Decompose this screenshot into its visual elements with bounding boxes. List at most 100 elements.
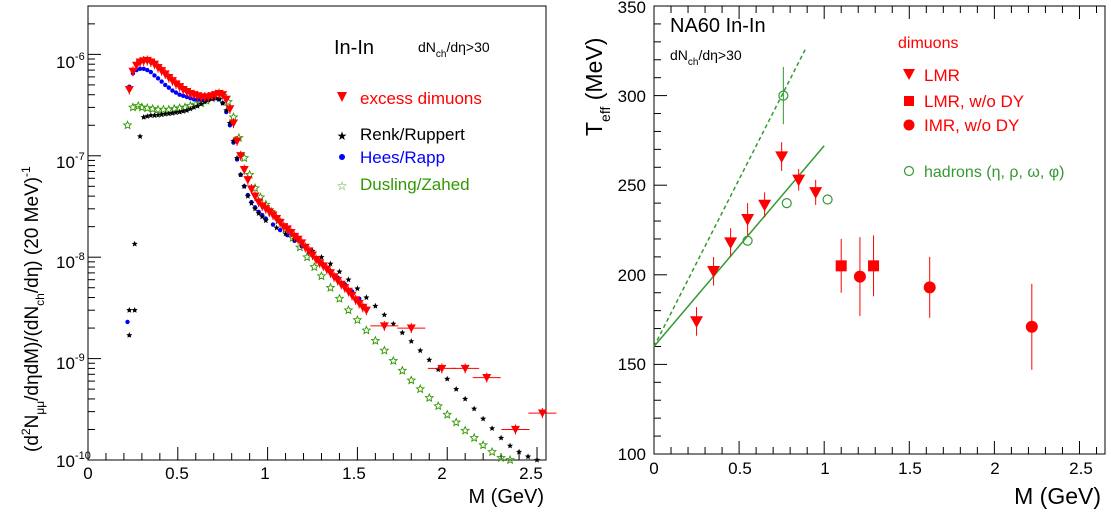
legend-label-imr-wo-dy: IMR, w/o DY [924,116,1019,135]
data-point-renk-ruppert [190,104,197,110]
data-point-excess-dimuons [297,239,307,248]
data-point-excess-dimuons [482,373,492,383]
left-y-tick-label-1e-8: 10-8 [56,251,85,272]
data-point-dusling-zahed [496,452,507,463]
data-point-renk-ruppert [173,109,180,116]
data-point-renk-ruppert [273,224,280,231]
data-point-hees-rapp [277,227,283,233]
data-point-hees-rapp [159,79,164,84]
data-point-renk-ruppert [498,434,505,441]
data-point-dusling-zahed [469,432,480,443]
data-point-excess-dimuons [250,192,260,201]
data-point-dusling-zahed [334,293,345,303]
right-axis-ticks [653,5,1097,455]
left-x-tick-label-0.5: 0.5 [165,464,189,483]
data-point-hees-rapp [184,94,189,100]
data-point-renk-ruppert [151,112,158,118]
data-point-hadrons [778,90,789,101]
data-point-dusling-zahed [478,440,489,450]
right-y-axis-label: Teff (MeV) [581,38,613,136]
data-point-renk-ruppert [399,329,406,336]
right-x-tick-label-2: 2 [990,459,999,478]
data-point-dusling-zahed [352,314,363,325]
data-point-excess-dimuons [379,322,389,331]
data-point-dusling-zahed [325,282,336,292]
data-point-hadrons [822,194,833,205]
right-y-tick-label-150: 150 [618,355,646,374]
data-point-renk-ruppert [259,213,266,220]
right-title: NA60 In-In [670,15,766,37]
legend-label-excess-dimuons: excess dimuons [360,89,482,108]
right-cut-label: dNch/dη>30 [670,47,742,68]
data-point-renk-ruppert [534,456,541,463]
data-point-renk-ruppert [327,260,334,267]
data-point-hees-rapp [177,92,182,97]
data-point-hees-rapp [180,93,186,99]
data-point-lmr [775,151,789,164]
left-axis-ticks [87,5,538,461]
data-point-renk-ruppert [140,114,147,120]
right-x-tick-label-1.5: 1.5 [898,459,922,478]
left-title: In-In [334,37,374,59]
left-panel: 10-10 10-9 10-8 10-7 10-6 0 0.5 1 1.5 2 … [19,5,557,508]
legend-marker-hees-rapp [339,154,345,160]
data-point-renk-ruppert [252,205,259,212]
data-point-imr-w-o-dy [923,281,936,294]
data-point-dusling-zahed [406,375,417,385]
data-point-hees-rapp [173,90,179,95]
data-point-dusling-zahed [361,325,372,335]
data-point-hees-rapp [166,85,172,90]
data-point-excess-dimuons [124,85,134,95]
data-point-renk-ruppert [158,111,165,118]
data-point-excess-dimuons [406,324,416,333]
data-point-renk-ruppert [435,366,442,373]
right-x-tick-label-0: 0 [649,459,658,478]
right-chart-marks [653,48,1038,370]
data-point-renk-ruppert [131,307,138,313]
right-plot-frame [653,5,1106,455]
data-point-lmr [724,237,738,250]
data-point-renk-ruppert [417,347,424,354]
data-point-hees-rapp [137,66,143,72]
data-point-renk-ruppert [126,307,133,313]
data-point-renk-ruppert [223,107,230,113]
data-point-renk-ruppert [471,405,478,412]
left-x-tick-label-0: 0 [83,464,92,483]
legend-marker-lmr-wo-dy [904,96,914,106]
data-point-dusling-zahed [137,102,147,112]
right-y-tick-label-350: 350 [618,0,646,17]
data-point-excess-dimuons [239,166,249,175]
data-point-lmr [758,199,772,212]
data-point-excess-dimuons [347,291,357,300]
data-point-renk-ruppert [241,183,248,189]
data-point-hees-rapp [145,67,150,73]
left-y-axis-label: (d2Nμμ/dηdM)/(dNch/dη) (20 MeV)-1 [19,166,47,452]
data-point-renk-ruppert [444,375,451,382]
left-x-axis-label: M (GeV) [468,486,544,508]
data-point-hees-rapp [125,319,130,325]
data-point-dusling-zahed [388,355,399,366]
data-point-renk-ruppert [282,230,289,237]
data-point-renk-ruppert [453,385,460,392]
left-chart-marks [122,55,557,465]
data-point-renk-ruppert [176,108,183,115]
data-point-excess-dimuons [246,185,256,194]
data-point-renk-ruppert [234,154,241,161]
data-point-excess-dimuons [279,223,289,232]
legend-marker-imr-wo-dy [903,119,915,131]
data-point-excess-dimuons [146,58,156,67]
data-point-dusling-zahed [487,446,498,457]
data-point-excess-dimuons [510,425,520,434]
data-point-dusling-zahed [433,400,444,411]
data-point-renk-ruppert [480,415,487,422]
data-point-renk-ruppert [336,268,343,275]
right-x-tick-label-2.5: 2.5 [1069,459,1093,478]
data-point-excess-dimuons [218,91,228,100]
data-point-renk-ruppert [144,113,151,119]
data-point-dusling-zahed [442,409,453,419]
data-point-renk-ruppert [462,395,469,402]
left-y-tick-label-1e-7: 10-7 [56,151,85,172]
data-point-dusling-zahed [451,417,462,427]
legend-label-hees-rapp: Hees/Rapp [360,148,445,167]
data-point-excess-dimuons [225,105,235,114]
